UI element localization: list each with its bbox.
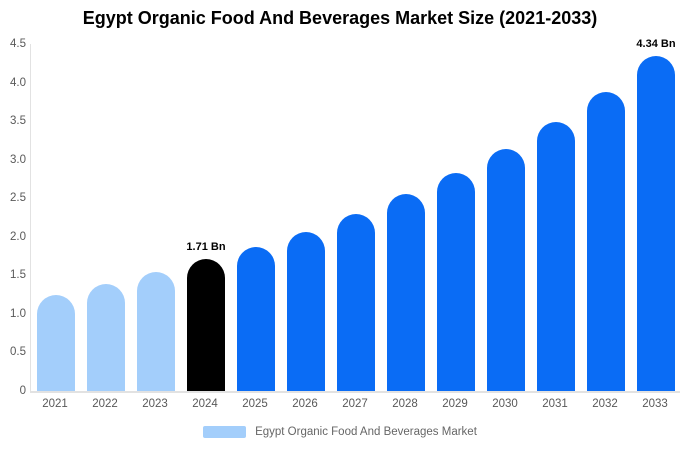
y-tick-label: 2.0 xyxy=(10,230,26,243)
x-tick-label: 2028 xyxy=(392,398,418,410)
bar-value-label-2024: 1.71 Bn xyxy=(186,241,226,254)
bar-2031[interactable] xyxy=(537,121,575,391)
y-tick-label: 4.5 xyxy=(10,38,26,50)
bar-2023[interactable] xyxy=(137,272,175,391)
legend: Egypt Organic Food And Beverages Market xyxy=(0,426,680,438)
bar-2033[interactable] xyxy=(637,56,675,391)
x-tick-label: 2031 xyxy=(542,398,568,410)
bar-2022[interactable] xyxy=(87,283,125,391)
legend-label: Egypt Organic Food And Beverages Market xyxy=(255,426,477,438)
plot-area: 1.71 Bn 4.34 Bn xyxy=(30,38,680,393)
x-tick-label: 2030 xyxy=(492,398,518,410)
y-tick-label: 3.5 xyxy=(10,115,26,128)
x-tick-label: 2029 xyxy=(442,398,468,410)
x-tick-label: 2026 xyxy=(292,398,318,410)
bar-2027[interactable] xyxy=(337,214,375,391)
bar-2029[interactable] xyxy=(437,172,475,391)
bar-2028[interactable] xyxy=(387,194,425,391)
x-tick-label: 2022 xyxy=(92,398,118,410)
x-tick-label: 2023 xyxy=(142,398,168,410)
legend-swatch-icon xyxy=(203,426,247,438)
y-tick-label: 0.5 xyxy=(10,346,26,359)
y-tick-label: 4.0 xyxy=(10,76,26,89)
x-tick-label: 2033 xyxy=(642,398,668,410)
x-tick-label: 2021 xyxy=(42,398,68,410)
y-tick-label: 2.5 xyxy=(10,192,26,205)
x-tick-label: 2027 xyxy=(342,398,368,410)
x-tick-label: 2024 xyxy=(192,398,218,410)
y-tick-label: 0 xyxy=(19,385,26,397)
x-tick-label: 2032 xyxy=(592,398,618,410)
bar-2030[interactable] xyxy=(487,148,525,391)
y-tick-label: 3.0 xyxy=(10,153,26,166)
bar-2026[interactable] xyxy=(287,232,325,391)
bar-value-label-2033: 4.34 Bn xyxy=(636,38,676,51)
y-tick-label: 1.0 xyxy=(10,307,26,320)
bar-2024[interactable] xyxy=(187,259,225,391)
bar-2021[interactable] xyxy=(37,294,75,391)
bar-2025[interactable] xyxy=(237,246,275,391)
legend-item[interactable]: Egypt Organic Food And Beverages Market xyxy=(203,426,477,438)
chart-title: Egypt Organic Food And Beverages Market … xyxy=(82,8,598,28)
y-tick-label: 1.5 xyxy=(10,269,26,282)
x-tick-label: 2025 xyxy=(242,398,268,410)
bar-2032[interactable] xyxy=(587,91,625,391)
